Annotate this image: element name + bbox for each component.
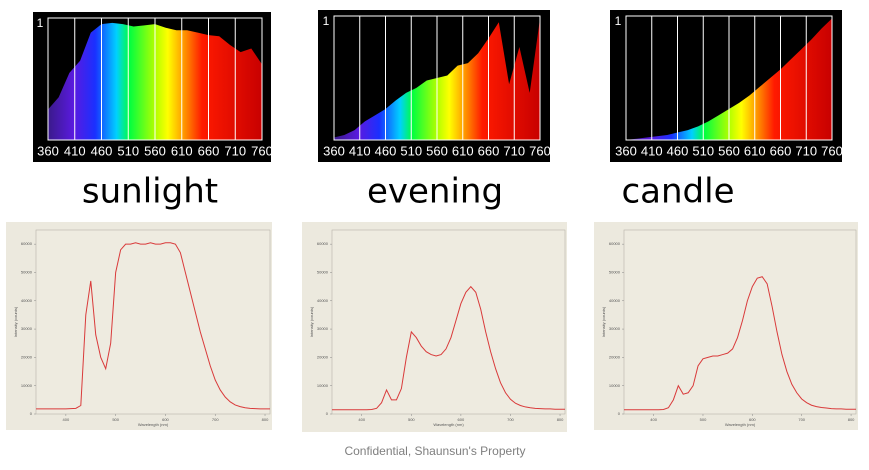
x-tick-label: 660	[770, 143, 792, 158]
y-tick-label: 50000	[317, 270, 329, 275]
spectrum-line	[36, 242, 270, 410]
y-tick-label: 50000	[21, 270, 33, 275]
plot-frame	[623, 229, 857, 415]
x-tick-label: 610	[452, 143, 474, 158]
y-tick-label: 60000	[21, 241, 33, 246]
y-tick-label: 40000	[609, 298, 621, 303]
footer: Confidential, Shaunsun's Property	[344, 444, 525, 458]
x-tick-label: 510	[692, 143, 714, 158]
x-tick-label: 400	[650, 417, 657, 422]
x-tick-label: 410	[349, 143, 371, 158]
plot-frame	[35, 229, 271, 415]
y-tick-label: 0	[326, 411, 329, 416]
y-tick-label: 60000	[609, 241, 621, 246]
x-tick-label: 500	[408, 417, 415, 422]
x-tick-label: 700	[212, 417, 219, 422]
x-tick-label: 500	[112, 417, 119, 422]
x-tick-label: 760	[821, 143, 843, 158]
y-tick-label: 20000	[609, 354, 621, 359]
x-tick-label: 360	[37, 143, 59, 158]
x-tick-label: 510	[400, 143, 422, 158]
x-tick-label: 710	[503, 143, 525, 158]
x-tick-label: 500	[700, 417, 707, 422]
x-tick-label: 410	[64, 143, 86, 158]
x-tick-label: 610	[744, 143, 766, 158]
x-tick-label: 710	[795, 143, 817, 158]
x-tick-label: 800	[262, 417, 269, 422]
spectrum-line	[332, 285, 565, 411]
y-tick-label: 60000	[317, 241, 329, 246]
x-tick-label: 710	[224, 143, 246, 158]
x-tick-label: 760	[251, 143, 273, 158]
y-tick-label: 30000	[21, 326, 33, 331]
y-tick-label: 10000	[609, 383, 621, 388]
x-tick-label: 700	[507, 417, 514, 422]
y-tick-label: 40000	[317, 298, 329, 303]
y-tick-label: 10000	[21, 383, 33, 388]
x-tick-label: 360	[615, 143, 637, 158]
y-tick-label: 1	[323, 14, 330, 28]
x-tick-label: 600	[162, 417, 169, 422]
x-tick-label: 760	[529, 143, 551, 158]
y-axis-label: Intensity (counts)	[13, 306, 18, 337]
plot-frame	[331, 229, 566, 415]
x-tick-label: 700	[798, 417, 805, 422]
x-tick-label: 510	[117, 143, 139, 158]
y-tick-label: 1	[615, 14, 622, 28]
y-tick-label: 10000	[317, 383, 329, 388]
y-tick-label: 0	[618, 411, 621, 416]
x-tick-label: 460	[667, 143, 689, 158]
y-axis-label: Intensity (counts)	[309, 306, 314, 337]
x-tick-label: 600	[749, 417, 756, 422]
x-tick-label: 400	[358, 417, 365, 422]
x-axis-label: Wavelength (nm)	[138, 422, 169, 427]
x-tick-label: 800	[557, 417, 564, 422]
y-tick-label: 20000	[317, 354, 329, 359]
x-tick-label: 560	[718, 143, 740, 158]
x-tick-label: 560	[426, 143, 448, 158]
x-tick-label: 600	[458, 417, 465, 422]
x-tick-label: 410	[641, 143, 663, 158]
x-tick-label: 560	[144, 143, 166, 158]
x-tick-label: 610	[171, 143, 193, 158]
caption: evening	[367, 172, 503, 212]
x-axis-label: Wavelength (nm)	[433, 422, 464, 427]
y-tick-label: 50000	[609, 270, 621, 275]
caption: candle	[621, 172, 734, 212]
x-tick-label: 460	[375, 143, 397, 158]
caption: sunlight	[82, 172, 218, 212]
y-tick-label: 40000	[21, 298, 33, 303]
x-tick-label: 400	[63, 417, 70, 422]
y-tick-label: 0	[30, 411, 33, 416]
y-tick-label: 30000	[609, 326, 621, 331]
y-tick-label: 20000	[21, 354, 33, 359]
x-tick-label: 660	[198, 143, 220, 158]
x-tick-label: 360	[323, 143, 345, 158]
y-axis-label: Intensity (counts)	[601, 306, 606, 337]
y-tick-label: 30000	[317, 326, 329, 331]
y-tick-label: 1	[37, 16, 44, 30]
x-axis-label: Wavelength (nm)	[725, 422, 756, 427]
x-tick-label: 460	[91, 143, 113, 158]
spectrum-line	[624, 276, 856, 411]
x-tick-label: 660	[478, 143, 500, 158]
x-tick-label: 800	[848, 417, 855, 422]
